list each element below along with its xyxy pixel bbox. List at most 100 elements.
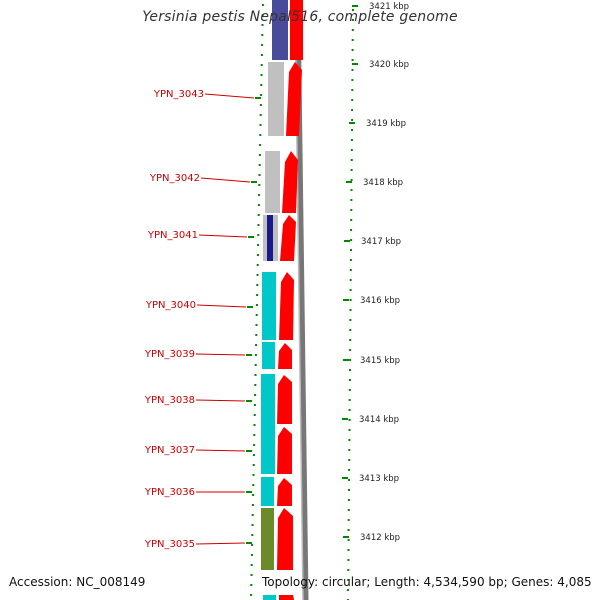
gc-dot [253, 444, 256, 446]
gc-dot [258, 184, 261, 186]
gc-dot [251, 514, 254, 516]
gc-dot [255, 344, 258, 346]
gc-dot [347, 499, 350, 501]
scale-label: 3414 kbp [359, 415, 399, 425]
cds-arrow-ypn-3036 [277, 478, 292, 506]
gc-dot [348, 439, 351, 441]
gc-dot [256, 294, 259, 296]
gc-dot [252, 464, 255, 466]
gc-dot [351, 109, 354, 111]
gene-label: YPN_3041 [147, 230, 198, 241]
gc-dot [260, 64, 263, 66]
scale-tick [352, 5, 358, 7]
scale-label: 3419 kbp [366, 119, 406, 129]
gc-dot [260, 74, 263, 76]
gc-dot [250, 574, 253, 576]
gc-dot [350, 169, 353, 171]
gc-dot [258, 174, 261, 176]
gene-leader-line [196, 304, 247, 308]
gc-dot [350, 209, 353, 211]
gc-dot [257, 244, 260, 246]
kbp-scale: 3421 kbp 3420 kbp 3419 kbp 3418 kbp 3417 kbp… [342, 2, 409, 543]
gene-tick [246, 400, 252, 402]
gc-dot [255, 334, 258, 336]
gc-dot [351, 99, 354, 101]
gene-tick [246, 354, 252, 356]
cog-block-ypn-3043 [268, 62, 284, 136]
gc-dot [349, 309, 352, 311]
cds-arrow-ypn-3042 [282, 151, 298, 213]
gc-dot [253, 424, 256, 426]
gc-dot [256, 254, 259, 256]
scale-tick [343, 536, 349, 538]
gc-dot [351, 89, 354, 91]
gc-dot [260, 54, 263, 56]
gc-dot [349, 269, 352, 271]
gc-dot [252, 454, 255, 456]
gc-dot [347, 509, 350, 511]
gc-dot [347, 579, 350, 581]
gene-label: YPN_3042 [149, 173, 200, 184]
gc-dot [259, 114, 262, 116]
gc-dot [348, 489, 350, 491]
gc-dot [348, 479, 351, 481]
gc-dot [251, 534, 254, 536]
gene-label: YPN_3035 [144, 539, 195, 550]
gc-dot [254, 374, 257, 376]
gene-tick [247, 306, 253, 308]
gc-dot [351, 59, 354, 61]
gc-dot [348, 429, 351, 431]
gene-leader-line [195, 353, 246, 356]
gc-dot [253, 404, 256, 406]
gc-dots-left [250, 4, 264, 596]
gc-dot [347, 519, 350, 521]
gene-leader-line [195, 449, 246, 452]
cog-block-top [272, 0, 288, 60]
gc-dot [349, 329, 352, 331]
gc-dot [257, 234, 260, 236]
gc-dot [351, 119, 354, 121]
gc-dot [352, 9, 354, 11]
gc-dot [350, 229, 353, 231]
gene-label: YPN_3043 [153, 89, 204, 100]
scale-tick [342, 418, 348, 420]
gc-dot [351, 79, 354, 81]
gc-dot [348, 449, 351, 451]
cog-block-ypn-3042 [265, 151, 280, 213]
gc-dot [348, 399, 351, 401]
gc-dot [350, 189, 353, 191]
gene-labels: YPN_3043 YPN_3042 YPN_3041 YPN_3040 YPN_3039… [144, 89, 261, 550]
gene-label: YPN_3039 [144, 349, 195, 360]
gc-dot [349, 259, 352, 261]
gc-dot [257, 204, 260, 206]
gc-dot [250, 554, 253, 556]
gc-dot [250, 594, 253, 596]
cds-arrow-ypn-3041 [280, 215, 296, 261]
gene-leader-line [195, 542, 246, 545]
gene-tick [251, 181, 257, 183]
gc-dot [256, 284, 259, 286]
accession-label: Accession: NC_008149 [9, 575, 146, 589]
gene-label: YPN_3040 [145, 300, 196, 311]
gc-dot [347, 589, 350, 591]
gc-dot [351, 69, 354, 71]
cds-arrow-bottom [279, 595, 294, 600]
gc-dot [257, 224, 260, 226]
gene-tick [246, 542, 252, 544]
gc-dot [260, 94, 263, 96]
gc-dot [349, 279, 352, 281]
cds-arrow-ypn-3037 [277, 427, 292, 474]
gc-dot [347, 529, 350, 531]
cds-arrow-ypn-3035 [277, 508, 293, 570]
scale-tick [352, 63, 358, 65]
gc-dot [253, 434, 256, 436]
gc-dot [256, 274, 259, 276]
gc-dot [251, 524, 254, 526]
cds-arrow-ypn-3038 [277, 375, 292, 424]
gc-dot [255, 304, 258, 306]
gc-dot [260, 84, 263, 86]
gc-dot [348, 379, 351, 381]
gene-leader-line [200, 177, 251, 183]
gene-leader-line [195, 399, 246, 402]
gc-dot [261, 44, 264, 46]
